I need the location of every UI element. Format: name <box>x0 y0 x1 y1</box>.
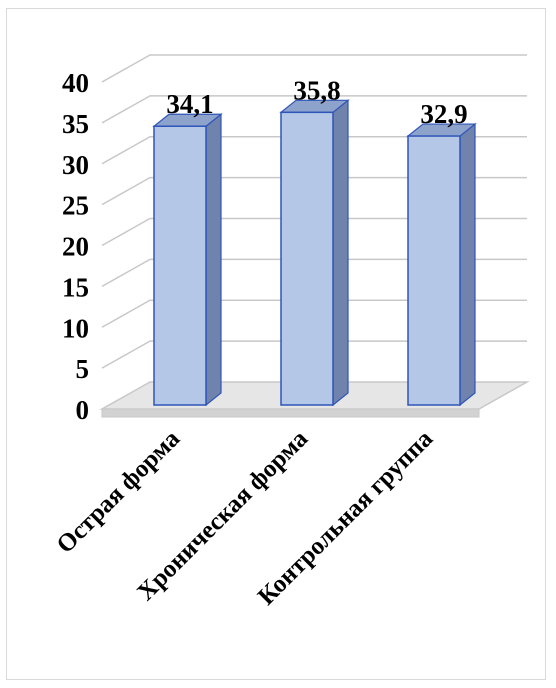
gridline <box>101 258 527 288</box>
floor-front-edge <box>101 408 480 418</box>
gridline <box>101 95 527 124</box>
bar <box>407 135 461 406</box>
bar-side <box>205 112 222 407</box>
gridline <box>101 217 527 247</box>
y-tick-label: 25 <box>62 191 89 221</box>
gridline <box>101 136 527 165</box>
bar-side <box>332 99 349 407</box>
bar <box>153 125 207 406</box>
bar <box>280 111 334 406</box>
y-tick-label: 10 <box>62 313 89 343</box>
gridline <box>101 54 527 83</box>
data-label: 34,1 <box>166 89 213 119</box>
bars <box>152 99 477 407</box>
y-tick-label: 20 <box>62 232 89 262</box>
y-tick-label: 40 <box>62 68 89 98</box>
gridline <box>101 299 527 328</box>
category-label: Острая форма <box>52 425 186 559</box>
y-tick-label: 0 <box>76 395 90 425</box>
y-tick-label: 35 <box>62 109 89 139</box>
gridlines <box>101 54 527 369</box>
bar-side <box>459 122 476 407</box>
y-tick-label: 5 <box>76 354 90 384</box>
gridline <box>101 340 527 369</box>
y-axis-ticks: 0 5 10 15 20 25 30 35 40 <box>62 68 89 425</box>
data-labels: 34,1 35,8 32,9 <box>166 75 467 129</box>
y-tick-label: 30 <box>62 150 89 180</box>
y-tick-label: 15 <box>62 272 89 302</box>
data-label: 32,9 <box>420 99 467 129</box>
gridline <box>101 176 527 206</box>
data-label: 35,8 <box>293 75 340 105</box>
